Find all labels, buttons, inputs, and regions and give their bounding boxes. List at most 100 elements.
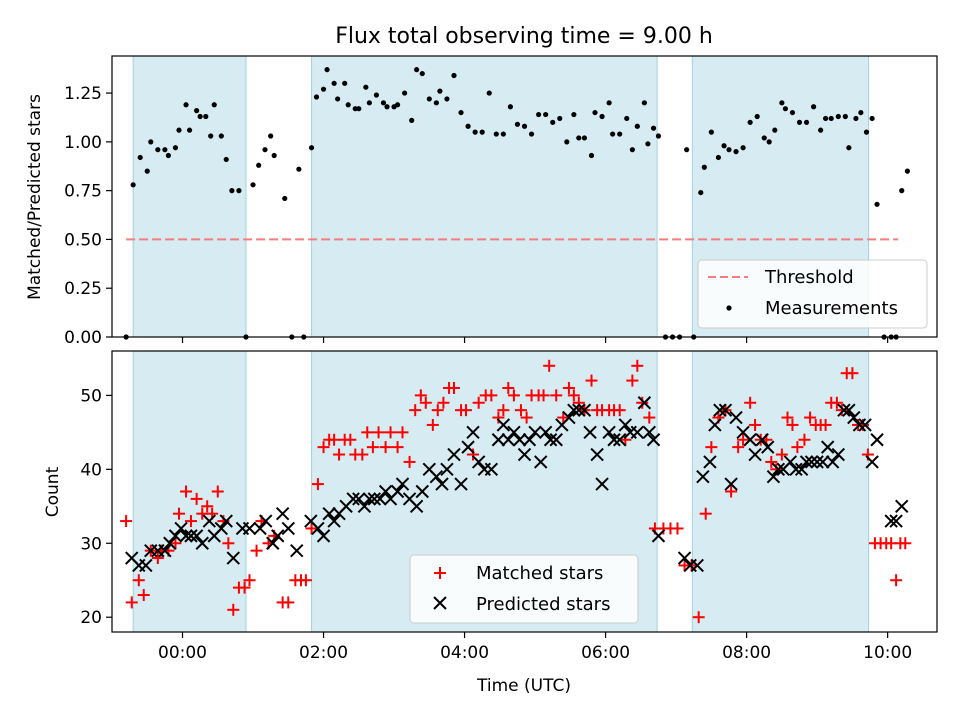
predicted-star-point <box>789 462 803 477</box>
predicted-star-point <box>471 455 486 469</box>
matched-star-point <box>507 389 520 402</box>
predicted-star-point <box>718 403 733 417</box>
predicted-star-point <box>270 529 285 543</box>
matched-star-point <box>459 404 472 417</box>
predicted-star-point <box>820 440 835 454</box>
y-tick-label: 40 <box>80 460 102 480</box>
predicted-star-point <box>538 425 553 440</box>
measurement-point <box>606 100 612 106</box>
measurement-point <box>183 102 189 108</box>
measurement-point <box>373 92 380 98</box>
measurement-point <box>684 147 690 153</box>
y-tick-label: 1.00 <box>64 133 102 153</box>
predicted-star-point <box>804 455 819 469</box>
predicted-star-point <box>543 433 558 447</box>
predicted-star-point <box>889 514 903 528</box>
matched-star-point <box>737 433 750 446</box>
matched-star-point <box>437 396 450 409</box>
predicted-star-point <box>724 477 738 491</box>
measurement-point <box>218 133 224 139</box>
measurement-point <box>655 133 662 139</box>
measurement-point <box>733 149 739 155</box>
x-tick-label: 06:00 <box>581 643 630 663</box>
measurement-point <box>137 154 143 161</box>
measurement-point <box>296 166 302 172</box>
y-tick-label: 0.50 <box>64 230 102 250</box>
measurement-point <box>144 168 150 174</box>
measurement-point <box>268 133 274 139</box>
matched-star-point <box>361 426 374 439</box>
measurement-point <box>766 139 772 145</box>
predicted-star-point <box>184 529 198 543</box>
matched-star-point <box>447 381 460 394</box>
x-tick-label: 04:00 <box>440 643 489 663</box>
measurement-point <box>409 117 415 123</box>
measurement-point <box>472 129 478 135</box>
matched-star-point <box>299 574 312 587</box>
measurement-point <box>842 113 848 120</box>
measurement-point <box>172 145 179 151</box>
predicted-star-point <box>583 425 597 440</box>
measurement-point <box>521 123 528 129</box>
matched-star-point <box>211 485 224 498</box>
matched-star-point <box>744 396 757 409</box>
matched-star-point <box>725 485 738 498</box>
predicted-star-point <box>825 455 840 469</box>
predicted-star-point <box>771 462 786 477</box>
measurement-point <box>528 131 535 137</box>
predicted-star-point <box>461 440 475 454</box>
predicted-star-point <box>163 536 177 550</box>
top-y-axis-label: Matched/Predicted stars <box>25 94 45 300</box>
predicted-star-point <box>865 455 879 469</box>
measurement-point <box>419 70 425 77</box>
measurement-point <box>629 147 635 153</box>
predicted-star-point <box>484 462 499 477</box>
measurement-point <box>634 123 640 129</box>
predicted-star-point <box>429 470 444 484</box>
x-axis-label: Time (UTC) <box>476 676 571 696</box>
measurement-point <box>320 86 327 92</box>
predicted-star-point <box>435 477 449 491</box>
predicted-star-point <box>390 484 405 499</box>
observing-interval <box>691 350 870 633</box>
matched-star-point <box>786 418 799 431</box>
matched-star-point <box>222 537 235 550</box>
matched-star-point <box>282 596 295 609</box>
matched-star-point <box>125 596 138 609</box>
measurement-point <box>789 109 796 116</box>
bottom-y-axis-label: Count <box>43 466 63 517</box>
predicted-star-point <box>870 433 884 447</box>
measurement-point <box>308 145 315 151</box>
measurement-point <box>650 125 657 131</box>
matched-star-point <box>846 367 859 380</box>
measurement-point <box>380 100 387 106</box>
measurement-point <box>366 100 372 106</box>
measurement-point <box>194 108 200 114</box>
measurement-point <box>599 113 605 120</box>
predicted-star-point <box>242 521 257 536</box>
predicted-star-point <box>748 447 762 462</box>
predicted-star-point <box>259 514 273 528</box>
measurement-point <box>811 104 817 110</box>
y-tick-label: 1.25 <box>64 84 102 104</box>
matched-star-point <box>305 522 318 535</box>
matched-star-point <box>585 374 598 387</box>
matched-star-point <box>414 389 427 402</box>
measurement-point <box>624 115 630 122</box>
predicted-star-point <box>275 506 290 521</box>
predicted-star-point <box>549 433 563 447</box>
matched-star-point <box>184 515 197 528</box>
predicted-star-point <box>266 536 280 550</box>
predicted-star-point <box>852 418 867 432</box>
predicted-star-point <box>395 477 410 491</box>
predicted-star-point <box>322 506 336 521</box>
top-x-ticks <box>181 337 889 343</box>
measurement-point <box>176 127 182 133</box>
matched-star-point <box>520 411 533 424</box>
measurement-point <box>761 135 767 141</box>
predicted-star-point <box>646 433 661 447</box>
measurement-point <box>708 129 714 135</box>
measurement-point <box>721 143 727 149</box>
measurement-point <box>444 96 450 102</box>
y-tick-label: 30 <box>80 534 102 554</box>
